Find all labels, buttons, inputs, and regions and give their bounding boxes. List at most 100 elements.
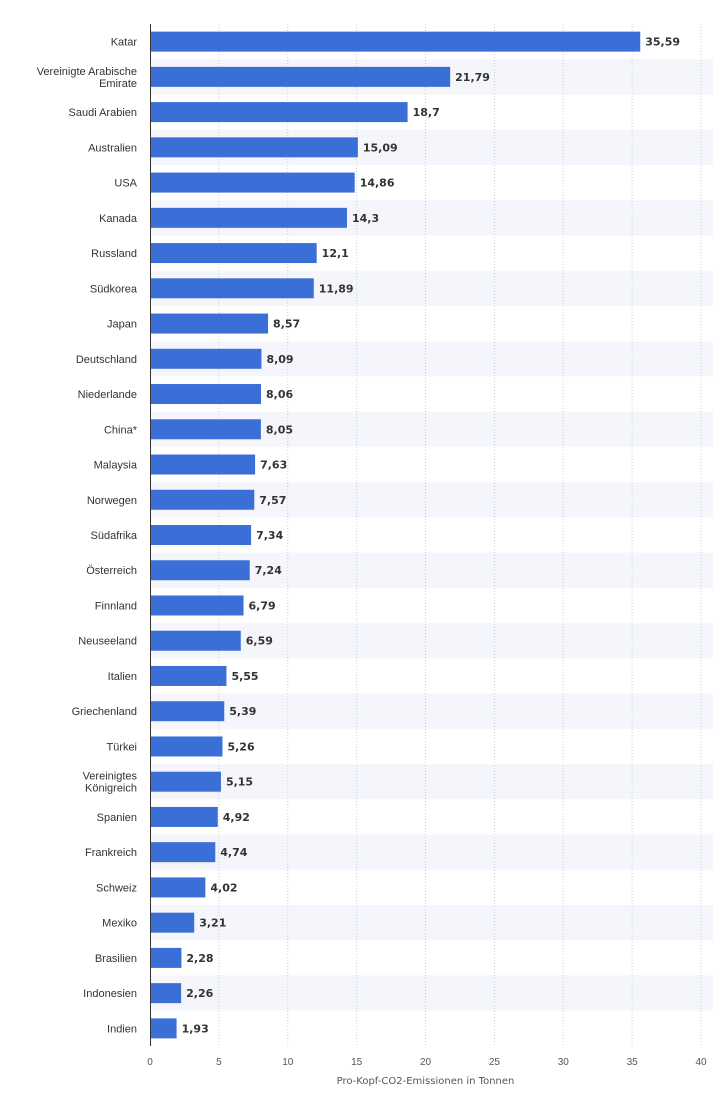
bar <box>151 630 241 651</box>
bar <box>151 983 182 1004</box>
bar <box>151 137 358 158</box>
category-label-line: Finnland <box>95 600 137 612</box>
category-label-line: Saudi Arabien <box>69 107 138 119</box>
category-label-line: Südafrika <box>91 530 138 542</box>
category-label-line: Griechenland <box>72 706 137 718</box>
category-label-line: China* <box>104 424 138 436</box>
bars <box>151 31 641 1039</box>
data-label: 2,28 <box>186 952 213 965</box>
data-label: 21,79 <box>455 71 490 84</box>
data-label: 35,59 <box>645 36 680 49</box>
value-labels: 35,59 21,79 18,7 15,09 14,86 14,3 12,1 11,89 8,5… <box>182 36 680 1036</box>
category-label-line: Niederlande <box>78 389 137 401</box>
data-label: 5,55 <box>231 670 258 683</box>
category-label: Indonesien <box>83 988 137 1000</box>
category-label: Südafrika <box>91 530 138 542</box>
data-label: 8,06 <box>266 388 293 401</box>
data-label: 4,92 <box>223 811 250 824</box>
data-label: 8,57 <box>273 318 300 331</box>
data-label: 12,1 <box>322 247 349 260</box>
category-label-line: Emirate <box>99 78 137 90</box>
category-label: Saudi Arabien <box>69 107 138 119</box>
x-axis-title: Pro-Kopf-CO2-Emissionen in Tonnen <box>337 1076 515 1087</box>
data-label: 4,02 <box>210 881 237 894</box>
data-label: 4,74 <box>220 846 247 859</box>
data-label: 8,05 <box>266 423 293 436</box>
category-label-line: Norwegen <box>87 495 137 507</box>
data-label: 3,21 <box>199 917 226 930</box>
bar <box>151 313 269 334</box>
category-label-line: Australien <box>88 142 137 154</box>
bar <box>151 102 408 123</box>
data-label: 5,15 <box>226 776 253 789</box>
category-label: Japan <box>107 319 137 331</box>
bar <box>151 454 256 475</box>
category-label: China* <box>104 424 138 436</box>
row-band <box>150 693 713 729</box>
category-label-line: Türkei <box>106 741 137 753</box>
row-band <box>150 834 713 870</box>
data-label: 6,79 <box>249 599 276 612</box>
category-label-line: Frankreich <box>85 847 137 859</box>
category-label-line: Malaysia <box>94 460 138 472</box>
category-label-line: Kanada <box>99 213 138 225</box>
x-tick-labels: 0 5 10 15 20 25 30 35 40 <box>147 1057 707 1068</box>
category-label-line: Königreich <box>85 783 137 795</box>
category-label: Vereinigte Arabische Emirate <box>37 66 137 90</box>
category-label: Deutschland <box>76 354 137 366</box>
category-label: Malaysia <box>94 460 138 472</box>
data-label: 2,26 <box>186 987 213 1000</box>
bar <box>151 172 355 193</box>
category-label: Frankreich <box>85 847 137 859</box>
category-label-line: Japan <box>107 319 137 331</box>
row-band <box>150 764 713 800</box>
x-tick-label: 25 <box>489 1057 501 1068</box>
bar <box>151 525 252 545</box>
category-label: Italien <box>108 671 137 683</box>
category-label-line: Südkorea <box>90 283 138 295</box>
category-label: Spanien <box>97 812 137 824</box>
category-label: Mexiko <box>102 918 137 930</box>
data-label: 18,7 <box>413 106 440 119</box>
category-label-line: Mexiko <box>102 918 137 930</box>
category-label-line: Vereinigtes <box>83 771 138 783</box>
bar <box>151 1018 177 1039</box>
category-label-line: Österreich <box>86 565 137 577</box>
bar <box>151 806 218 827</box>
category-label-line: Brasilien <box>95 953 137 965</box>
x-tick-label: 0 <box>147 1057 153 1068</box>
bar <box>151 771 221 792</box>
category-label: Niederlande <box>78 389 137 401</box>
category-label: Katar <box>111 37 138 49</box>
category-label-line: Schweiz <box>96 882 137 894</box>
category-labels: Katar Vereinigte Arabische Emirate Saudi Ar… <box>37 37 138 1036</box>
data-label: 1,93 <box>182 1022 209 1035</box>
category-label-line: Italien <box>108 671 137 683</box>
data-label: 7,63 <box>260 459 287 472</box>
category-label: Finnland <box>95 600 137 612</box>
category-label: USA <box>114 178 137 190</box>
category-label: Südkorea <box>90 283 138 295</box>
category-label: Australien <box>88 142 137 154</box>
category-label: Indien <box>107 1023 137 1035</box>
category-label: Vereinigtes Königreich <box>83 771 138 795</box>
x-tick-label: 5 <box>216 1057 222 1068</box>
bar <box>151 912 195 933</box>
bar <box>151 877 206 898</box>
bar <box>151 384 262 405</box>
data-label: 5,26 <box>227 740 254 753</box>
category-label-line: Spanien <box>97 812 137 824</box>
category-label: Norwegen <box>87 495 137 507</box>
bar <box>151 595 244 616</box>
data-label: 7,57 <box>259 494 286 507</box>
category-label: Türkei <box>106 741 137 753</box>
category-label: Russland <box>91 248 137 260</box>
category-label: Griechenland <box>72 706 137 718</box>
data-label: 15,09 <box>363 141 398 154</box>
category-label-line: Russland <box>91 248 137 260</box>
x-tick-label: 40 <box>695 1057 707 1068</box>
data-label: 11,89 <box>319 282 354 295</box>
category-label-line: USA <box>114 178 137 190</box>
